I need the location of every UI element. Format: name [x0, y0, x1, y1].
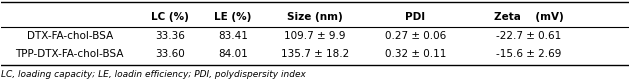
Text: DTX-FA-chol-BSA: DTX-FA-chol-BSA: [26, 31, 113, 41]
Text: LE (%): LE (%): [214, 12, 252, 22]
Text: 83.41: 83.41: [218, 31, 248, 41]
Text: TPP-DTX-FA-chol-BSA: TPP-DTX-FA-chol-BSA: [16, 49, 124, 59]
Text: 33.36: 33.36: [155, 31, 185, 41]
Text: 0.32 ± 0.11: 0.32 ± 0.11: [385, 49, 446, 59]
Text: 33.60: 33.60: [155, 49, 185, 59]
Text: LC (%): LC (%): [152, 12, 189, 22]
Text: -15.6 ± 2.69: -15.6 ± 2.69: [496, 49, 561, 59]
Text: PDI: PDI: [405, 12, 425, 22]
Text: LC, loading capacity; LE, loadin efficiency; PDI, polydispersity index: LC, loading capacity; LE, loadin efficie…: [1, 70, 306, 79]
Text: Size (nm): Size (nm): [287, 12, 343, 22]
Text: Zeta    (mV): Zeta (mV): [494, 12, 564, 22]
Text: 109.7 ± 9.9: 109.7 ± 9.9: [284, 31, 345, 41]
Text: 0.27 ± 0.06: 0.27 ± 0.06: [385, 31, 446, 41]
Text: 84.01: 84.01: [218, 49, 248, 59]
Text: -22.7 ± 0.61: -22.7 ± 0.61: [496, 31, 561, 41]
Text: 135.7 ± 18.2: 135.7 ± 18.2: [281, 49, 349, 59]
